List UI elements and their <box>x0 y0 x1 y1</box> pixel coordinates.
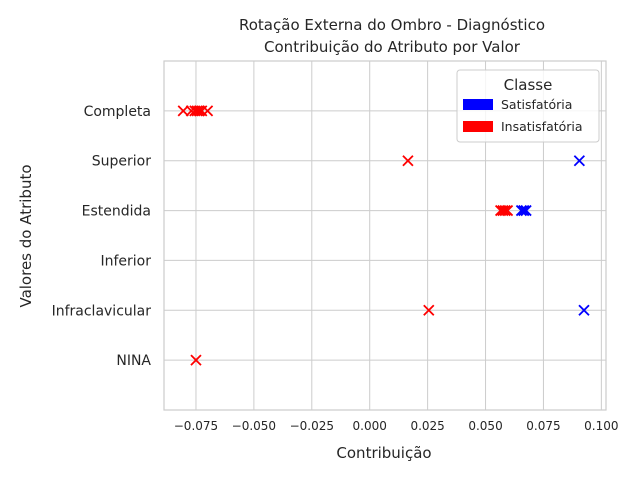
legend: Classe Satisfatória Insatisfatória <box>456 69 600 143</box>
chart-title: Rotação Externa do Ombro - Diagnóstico <box>239 16 545 34</box>
point-satisfatoria-superior <box>573 155 585 167</box>
point-insatisfatoria-infraclavicular <box>423 304 435 316</box>
y-tick-label-estendida: Estendida <box>82 204 151 220</box>
point-satisfatoria-estendida <box>520 204 532 217</box>
point-insatisfatoria-estendida <box>499 204 511 217</box>
x-tick-label: −0.075 <box>174 419 218 433</box>
point-satisfatoria-estendida <box>515 204 528 217</box>
legend-label-insatisfatoria: Insatisfatória <box>501 119 583 134</box>
legend-title: Classe <box>504 76 553 94</box>
chart-subtitle: Contribuição do Atributo por Valor <box>264 38 521 56</box>
y-tick-label-infraclavicular: Infraclavicular <box>52 303 152 319</box>
legend-swatch-insatisfatoria <box>463 121 493 132</box>
x-axis-label: Contribuição <box>336 444 431 462</box>
x-tick-label: 0.000 <box>353 419 387 433</box>
x-tick-label: −0.025 <box>290 419 334 433</box>
point-insatisfatoria-estendida <box>497 204 509 217</box>
x-tick-label: 0.050 <box>468 419 502 433</box>
point-insatisfatoria-estendida <box>501 204 514 217</box>
point-insatisfatoria-completa <box>201 105 214 117</box>
x-tick-label: −0.050 <box>232 419 276 433</box>
x-tick-label: 0.100 <box>584 419 618 433</box>
point-satisfatoria-infraclavicular <box>578 304 590 316</box>
y-tick-label-superior: Superior <box>92 154 151 170</box>
point-insatisfatoria-superior <box>402 155 414 167</box>
point-insatisfatoria-completa <box>177 105 189 117</box>
x-tick-label: 0.025 <box>410 419 444 433</box>
y-tick-label-inferior: Inferior <box>100 253 151 269</box>
point-satisfatoria-estendida <box>518 204 530 217</box>
y-axis-label: Valores do Atributo <box>17 164 35 307</box>
x-tick-label: 0.075 <box>526 419 560 433</box>
axes-frame <box>163 60 607 411</box>
legend-swatch-satisfatoria <box>463 99 493 110</box>
y-tick-label-completa: Completa <box>84 104 151 120</box>
point-insatisfatoria-completa <box>193 105 206 117</box>
point-insatisfatoria-nina <box>190 354 202 366</box>
point-insatisfatoria-completa <box>191 105 203 117</box>
legend-label-satisfatoria: Satisfatória <box>501 97 572 112</box>
y-tick-label-nina: NINA <box>116 353 151 369</box>
